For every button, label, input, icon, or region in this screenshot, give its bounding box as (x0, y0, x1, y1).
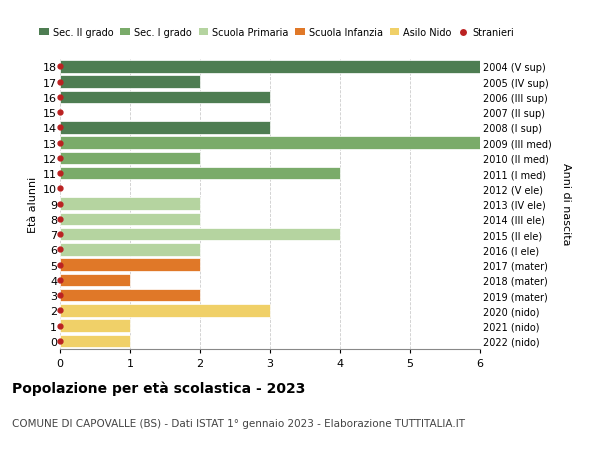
Bar (60, 213, 200, 226)
Text: Popolazione per età scolastica - 2023: Popolazione per età scolastica - 2023 (12, 381, 305, 396)
Bar (60, 198, 200, 211)
Bar (60, 152, 200, 165)
Bar (60, 76, 200, 89)
Legend: Sec. II grado, Sec. I grado, Scuola Primaria, Scuola Infanzia, Asilo Nido, Stran: Sec. II grado, Sec. I grado, Scuola Prim… (35, 24, 518, 42)
Bar (60, 289, 200, 302)
Bar (60, 320, 130, 332)
Bar (60, 244, 200, 256)
Y-axis label: Età alunni: Età alunni (28, 176, 38, 232)
Bar (60, 305, 270, 317)
Text: COMUNE DI CAPOVALLE (BS) - Dati ISTAT 1° gennaio 2023 - Elaborazione TUTTITALIA.: COMUNE DI CAPOVALLE (BS) - Dati ISTAT 1°… (12, 418, 465, 428)
Y-axis label: Anni di nascita: Anni di nascita (561, 163, 571, 246)
Bar (60, 137, 480, 150)
Bar (60, 259, 200, 271)
Bar (60, 168, 340, 180)
Bar (60, 91, 270, 104)
Bar (60, 229, 340, 241)
Bar (60, 335, 130, 347)
Bar (60, 274, 130, 286)
Bar (60, 122, 270, 134)
Bar (60, 61, 480, 73)
